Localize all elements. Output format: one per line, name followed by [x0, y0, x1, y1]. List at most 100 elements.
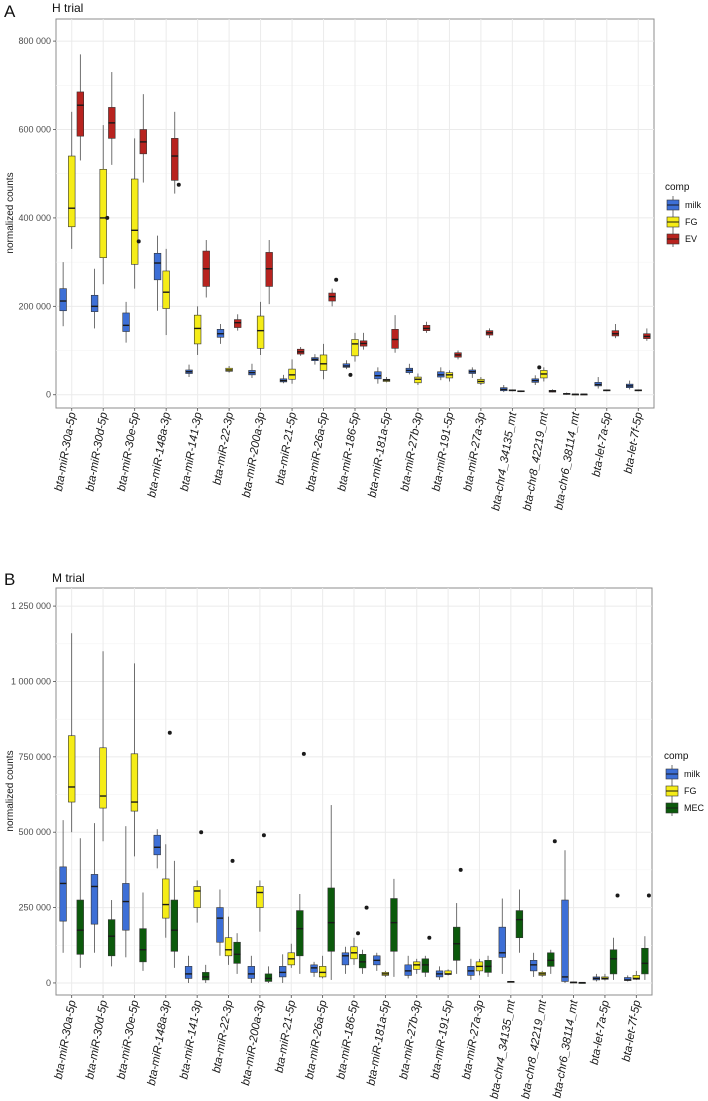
box-milk-bta-mir-148a-3p — [153, 834, 161, 856]
box-fg-bta-mir-26a-5p — [318, 966, 327, 978]
x-tick-label-bta-mir-22-3p: bta-miR-22-3p — [211, 999, 236, 1074]
x-tick-label-bta-mir-30e-5p: bta-miR-30e-5p — [116, 411, 142, 492]
x-tick-label-bta-let-7f-5p: bta-let-7f-5p — [621, 999, 644, 1063]
box-mec-bta-mir-30e-5p — [139, 928, 147, 963]
x-tick-label-bta-let-7f-5p: bta-let-7f-5p — [623, 411, 646, 475]
x-tick-label-bta-mir-191-5p: bta-miR-191-5p — [431, 411, 457, 492]
x-tick-label-bta-mir-21-5p: bta-miR-21-5p — [274, 411, 299, 486]
x-tick-label-bta-mir-27b-3p: bta-miR-27b-3p — [398, 999, 424, 1080]
box-milk-bta-chr6-38114-mt — [561, 899, 569, 982]
box-mec-bta-mir-21-5p — [296, 910, 304, 957]
outlier-point — [427, 935, 432, 940]
x-tick-label-bta-mir-141-3p: bta-miR-141-3p — [179, 411, 205, 492]
box-mec-bta-mir-148a-3p — [170, 899, 179, 952]
x-tick-label-bta-mir-30e-5p: bta-miR-30e-5p — [116, 999, 142, 1080]
box-fg-bta-mir-186-5p — [351, 339, 359, 357]
box-milk-bta-mir-30a-5p — [59, 866, 67, 922]
box-mec-bta-let-7a-5p — [609, 949, 618, 975]
y-tick-label: 0 — [46, 390, 51, 400]
x-tick-label-bta-chr4-34135-mt: bta-chr4_34135_mt — [490, 411, 519, 512]
box-fg-bta-mir-141-3p — [193, 886, 201, 908]
x-tick-label-bta-mir-26a-5p: bta-miR-26a-5p — [305, 411, 331, 492]
outlier-point — [646, 893, 651, 898]
x-tick-label-bta-mir-200a-3p: bta-miR-200a-3p — [241, 411, 268, 499]
y-tick-label: 1 250 000 — [11, 601, 51, 611]
x-tick-label-bta-mir-30d-5p: bta-miR-30d-5p — [84, 999, 110, 1080]
panel-b-letter: B — [4, 570, 15, 589]
box-mec-bta-mir-181a-5p — [390, 898, 398, 952]
box-milk-bta-mir-30e-5p — [122, 312, 130, 332]
box-fg-bta-mir-30d-5p — [99, 747, 107, 809]
panel-b-title: M trial — [52, 571, 85, 585]
outlier-point — [348, 372, 353, 377]
legend-label-milk: milk — [685, 200, 701, 210]
outlier-point — [199, 830, 204, 835]
x-tick-label-bta-chr6-38114-mt: bta-chr6_38114_mt — [552, 999, 581, 1099]
x-tick-label-bta-mir-27b-3p: bta-miR-27b-3p — [399, 411, 425, 492]
box-milk-bta-mir-27b-3p — [404, 964, 412, 976]
box-mec-bta-mir-200a-3p — [264, 973, 273, 982]
x-tick-label-bta-chr6-38114-mt: bta-chr6_38114_mt — [553, 411, 582, 511]
x-tick-label-bta-mir-186-5p: bta-miR-186-5p — [336, 411, 362, 492]
outlier-point — [615, 893, 620, 898]
x-tick-label-bta-mir-30a-5p: bta-miR-30a-5p — [53, 411, 79, 492]
box-mec-bta-mir-30d-5p — [107, 919, 116, 957]
panel-b-legend: comp milk FG MEC — [664, 751, 705, 816]
outlier-point — [301, 751, 306, 756]
box-fg-bta-mir-30a-5p — [68, 155, 76, 228]
outlier-point — [364, 905, 369, 910]
panel-b-y-label: normalized counts — [5, 750, 16, 831]
box-mec-bta-mir-26a-5p — [327, 887, 335, 952]
outlier-point — [334, 277, 339, 282]
x-tick-label-bta-mir-186-5p: bta-miR-186-5p — [335, 999, 361, 1080]
x-tick-label-bta-mir-148a-3p: bta-miR-148a-3p — [146, 411, 173, 499]
box-mec-bta-mir-186-5p — [358, 953, 367, 969]
outlier-point — [105, 215, 110, 220]
panel-a-title: H trial — [52, 1, 83, 15]
box-milk-bta-mir-30a-5p — [59, 288, 67, 312]
panel-a-y-label: normalized counts — [5, 172, 16, 253]
y-tick-label: 600 000 — [18, 125, 51, 135]
x-tick-label-bta-mir-21-5p: bta-miR-21-5p — [274, 999, 299, 1074]
box-milk-bta-mir-148a-3p — [153, 252, 162, 281]
legend-label-mec: MEC — [684, 803, 705, 813]
panel-a-boxes — [59, 54, 651, 396]
y-tick-label: 200 000 — [18, 301, 51, 311]
x-tick-label-bta-mir-181a-5p: bta-miR-181a-5p — [366, 999, 393, 1087]
y-tick-label: 800 000 — [18, 36, 51, 46]
box-milk-bta-mir-200a-3p — [247, 966, 255, 979]
x-tick-label-bta-mir-27a-3p: bta-miR-27a-3p — [462, 411, 488, 492]
panel-a-legend: comp milk FG EV — [665, 182, 701, 247]
x-tick-label-bta-let-7a-5p: bta-let-7a-5p — [591, 411, 614, 478]
outlier-point — [167, 730, 172, 735]
box-milk-bta-mir-30e-5p — [122, 883, 130, 931]
legend-label-fg: FG — [685, 217, 698, 227]
box-milk-bta-mir-26a-5p — [310, 964, 318, 973]
x-tick-label-bta-mir-30a-5p: bta-miR-30a-5p — [53, 999, 79, 1080]
x-tick-label-bta-let-7a-5p: bta-let-7a-5p — [589, 999, 612, 1066]
x-tick-label-bta-chr8-42219-mt: bta-chr8_42219_mt — [520, 999, 549, 1100]
box-milk-bta-mir-22-3p — [216, 907, 224, 943]
x-tick-label-bta-chr4-34135-mt: bta-chr4_34135_mt — [489, 999, 518, 1100]
box-fg-bta-mir-30e-5p — [130, 753, 139, 812]
panel-a-x-axis: bta-miR-30a-5p bta-miR-30d-5p bta-miR-30e-… — [53, 408, 645, 512]
panel-b-chart: B M trial 0 250 000 500 000 750 000 1 000 00… — [4, 570, 705, 1100]
box-milk-bta-mir-141-3p — [184, 966, 193, 979]
box-mec-bta-chr4-34135-mt — [515, 910, 524, 939]
panel-b-legend-title: comp — [664, 751, 689, 762]
y-tick-label: 400 000 — [18, 213, 51, 223]
legend-label-ev: EV — [685, 234, 697, 244]
x-tick-label-bta-mir-26a-5p: bta-miR-26a-5p — [304, 999, 330, 1080]
x-tick-label-bta-mir-141-3p: bta-miR-141-3p — [178, 999, 204, 1080]
box-mec-bta-mir-22-3p — [233, 941, 241, 964]
box-milk-bta-mir-30d-5p — [90, 874, 99, 925]
x-tick-label-bta-mir-22-3p: bta-miR-22-3p — [211, 411, 236, 486]
box-milk-bta-chr8-42219-mt — [529, 960, 538, 972]
box-fg-bta-mir-30e-5p — [131, 178, 139, 265]
outlier-point — [176, 182, 181, 187]
panel-b-boxes — [59, 633, 651, 984]
box-fg-bta-mir-148a-3p — [162, 878, 170, 919]
panel-b-y-axis: 0 250 000 500 000 750 000 1 000 000 1 250 000 — [11, 601, 56, 988]
box-mec-bta-mir-27b-3p — [421, 958, 429, 973]
outlier-point — [230, 858, 235, 863]
